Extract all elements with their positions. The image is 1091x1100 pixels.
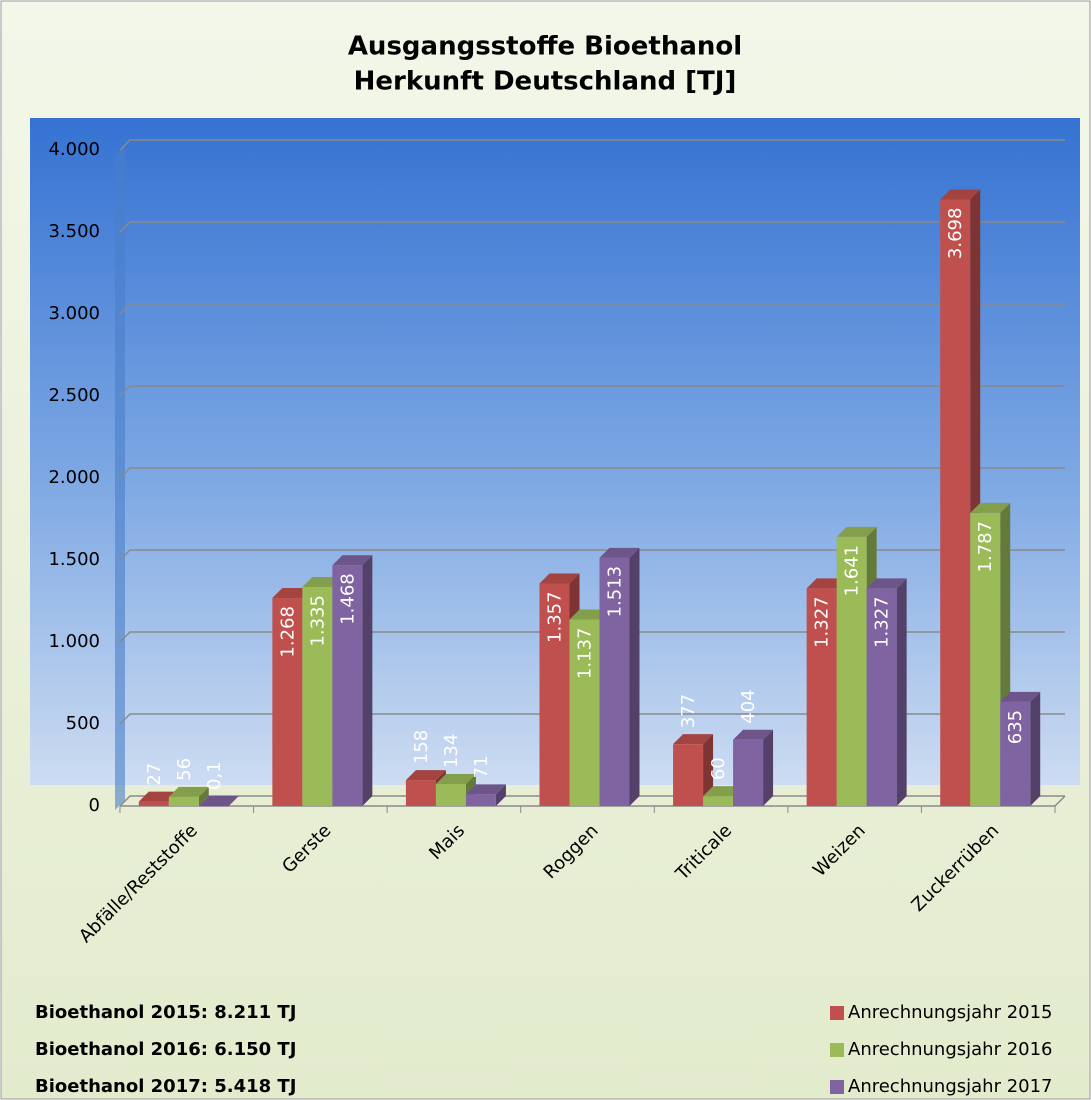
legend-swatch xyxy=(830,1080,844,1094)
grid-line xyxy=(119,385,1065,397)
value-label: 377 xyxy=(678,694,699,728)
value-label: 1.513 xyxy=(605,566,626,618)
chart-title: Ausgangsstoffe Bioethanol xyxy=(348,32,742,62)
grid-line xyxy=(119,549,1065,561)
legend-label: Anrechnungsjahr 2017 xyxy=(848,1076,1053,1097)
y-tick-label: 0 xyxy=(89,795,100,816)
bar-top xyxy=(465,784,506,795)
bar-side xyxy=(1030,691,1041,806)
annotation: Bioethanol 2016: 6.150 TJ xyxy=(35,1039,296,1060)
y-tick-label: 4.000 xyxy=(48,139,100,160)
bar-top xyxy=(435,774,476,785)
y-tick-label: 2.000 xyxy=(48,467,100,488)
value-label: 1.268 xyxy=(277,606,298,658)
bar-top xyxy=(198,795,239,806)
y-tick-label: 3.500 xyxy=(48,221,100,242)
bar-top xyxy=(733,729,774,740)
bar xyxy=(465,794,496,806)
legend-swatch xyxy=(830,1043,844,1057)
value-label: 1.335 xyxy=(307,595,328,647)
bar xyxy=(198,805,229,807)
bar-side xyxy=(198,786,209,806)
value-label: 27 xyxy=(144,763,165,786)
value-label: 1.327 xyxy=(812,596,833,648)
bar xyxy=(332,565,363,806)
value-label: 1.468 xyxy=(337,573,358,625)
bar-side xyxy=(896,578,907,806)
bar xyxy=(673,744,704,806)
bar xyxy=(539,583,570,806)
bar xyxy=(836,536,867,806)
bar xyxy=(970,512,1001,806)
bar-top xyxy=(836,526,877,537)
value-label: 1.641 xyxy=(842,545,863,597)
grid-line xyxy=(119,303,1065,315)
floor-edge xyxy=(1054,795,1066,807)
bar-top xyxy=(168,786,209,797)
grid-line xyxy=(119,221,1065,233)
y-tick-label: 1.500 xyxy=(48,549,100,570)
bar xyxy=(940,199,971,806)
value-label: 60 xyxy=(708,757,729,780)
bar-side xyxy=(629,547,640,806)
legend-swatch xyxy=(830,1006,844,1020)
annotation: Bioethanol 2015: 8.211 TJ xyxy=(35,1002,296,1023)
y-tick-label: 1.000 xyxy=(48,631,100,652)
bar-side xyxy=(362,555,373,806)
legend-label: Anrechnungsjahr 2015 xyxy=(848,1002,1053,1023)
value-label: 404 xyxy=(738,689,759,723)
bar xyxy=(866,588,897,806)
bar-top xyxy=(970,502,1011,513)
bar xyxy=(302,587,333,806)
value-label: 1.357 xyxy=(545,591,566,643)
grid-line xyxy=(119,713,1065,725)
value-label: 1.327 xyxy=(872,596,893,648)
bar-side xyxy=(763,729,774,806)
value-label: 1.137 xyxy=(575,628,596,680)
value-label: 158 xyxy=(411,730,432,764)
bar xyxy=(599,557,630,806)
bar xyxy=(138,801,169,806)
bar-top xyxy=(539,573,580,584)
value-label: 134 xyxy=(441,734,462,768)
value-label: 0,1 xyxy=(204,761,225,790)
bar-top xyxy=(673,734,714,745)
bar-side xyxy=(228,795,239,806)
chart-subtitle: Herkunft Deutschland [TJ] xyxy=(354,67,737,97)
y-tick-label: 3.000 xyxy=(48,303,100,324)
value-label: 3.698 xyxy=(945,208,966,260)
bar-top xyxy=(332,555,373,566)
bar xyxy=(703,796,734,806)
grid-line xyxy=(119,139,1065,151)
bar-top xyxy=(940,189,981,200)
y-tick-label: 2.500 xyxy=(48,385,100,406)
bar xyxy=(272,598,303,806)
bar-top xyxy=(405,770,446,781)
bar xyxy=(405,780,436,806)
value-label: 635 xyxy=(1005,710,1026,744)
bar-side xyxy=(703,734,714,806)
bar xyxy=(806,588,837,806)
bar-top xyxy=(599,547,640,558)
bar xyxy=(733,739,764,806)
bar-side xyxy=(495,784,506,806)
value-label: 1.787 xyxy=(975,521,996,573)
grid-line xyxy=(119,467,1065,479)
annotation: Bioethanol 2017: 5.418 TJ xyxy=(35,1076,296,1097)
bar xyxy=(168,796,199,806)
bar-top xyxy=(1000,691,1041,702)
y-tick-label: 500 xyxy=(66,713,100,734)
bar-top xyxy=(866,578,907,589)
legend-label: Anrechnungsjahr 2016 xyxy=(848,1039,1053,1060)
bar xyxy=(435,784,466,806)
value-label: 71 xyxy=(471,755,492,778)
bar xyxy=(569,619,600,806)
value-label: 56 xyxy=(174,758,195,781)
grid-line xyxy=(119,631,1065,643)
bar xyxy=(1000,701,1031,806)
